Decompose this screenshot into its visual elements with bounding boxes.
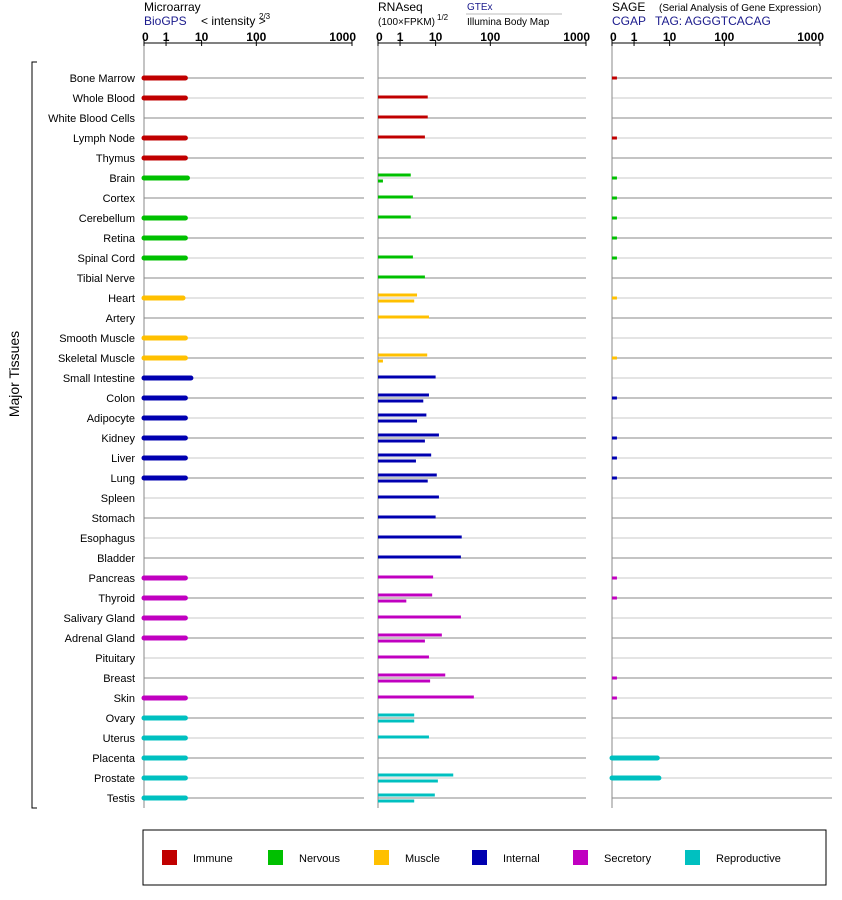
major-tissues-label: Major Tissues [6,331,22,417]
legend-label-secretory: Secretory [604,853,652,865]
legend-label-nervous: Nervous [299,853,340,865]
sage-tick-label-1000: 1000 [797,30,824,44]
tissue-label-skeletal-muscle: Skeletal Muscle [58,353,135,365]
tissue-label-bone-marrow: Bone Marrow [70,73,135,85]
tissue-label-adipocyte: Adipocyte [87,413,135,425]
tissue-label-cerebellum: Cerebellum [79,213,135,225]
tissue-label-small-intestine: Small Intestine [63,373,135,385]
rnaseq-tick-label-1000: 1000 [563,30,590,44]
legend-label-internal: Internal [503,853,540,865]
tissue-label-brain: Brain [109,173,135,185]
legend-label-reproductive: Reproductive [716,853,781,865]
tissue-label-pancreas: Pancreas [89,573,136,585]
sage-title: SAGE [612,0,645,14]
microarray-tick-label-1: 1 [163,30,170,44]
row-grid [144,77,832,799]
tissue-label-lung: Lung [111,473,135,485]
sage-tick-label-0: 0 [610,30,617,44]
sage-subtitle: (Serial Analysis of Gene Expression) [659,3,821,14]
microarray-tick-label-100: 100 [246,30,266,44]
rnaseq-exponent: 1/2 [437,13,449,22]
legend-swatch-reproductive [685,850,700,865]
microarray-title: Microarray [144,0,201,14]
rnaseq-source-link-1: GTEx [467,2,493,13]
tissue-label-uterus: Uterus [103,733,136,745]
tissue-label-esophagus: Esophagus [80,533,136,545]
tissue-label-whole-blood: Whole Blood [73,93,135,105]
rnaseq-title: RNAseq [378,0,423,14]
sage-tick-label-1: 1 [631,30,638,44]
sage-tick-label-100: 100 [714,30,734,44]
rnaseq-tick-label-1: 1 [397,30,404,44]
tissue-label-artery: Artery [106,313,136,325]
tissue-label-liver: Liver [111,453,135,465]
sage-source-link-1: CGAP [612,14,646,28]
tissue-label-kidney: Kidney [101,433,135,445]
tissue-label-colon: Colon [106,393,135,405]
tissue-labels: Bone Marrow Whole Blood White Blood Cells L… [48,73,136,805]
tissue-label-lymph-node: Lymph Node [73,133,135,145]
tissue-label-pituitary: Pituitary [95,653,135,665]
legend-label-muscle: Muscle [405,853,440,865]
sage-source-link-2: TAG: AGGGTCACAG [655,14,771,28]
sage-tick-label-10: 10 [663,30,677,44]
microarray-tick-label-1000: 1000 [329,30,356,44]
rnaseq-tick-label-0: 0 [376,30,383,44]
tissue-label-smooth-muscle: Smooth Muscle [59,333,135,345]
legend-swatch-immune [162,850,177,865]
tissue-label-salivary-gland: Salivary Gland [63,613,135,625]
tissue-label-breast: Breast [103,673,135,685]
tissue-label-tibial-nerve: Tibial Nerve [77,273,135,285]
tissue-label-adrenal-gland: Adrenal Gland [65,633,135,645]
legend-swatch-secretory [573,850,588,865]
major-tissues-bracket: Major Tissues [6,61,37,809]
legend-swatch-internal [472,850,487,865]
tissue-label-skin: Skin [114,693,135,705]
tissue-label-cortex: Cortex [103,193,136,205]
rnaseq-subtitle: (100×FPKM) [378,17,435,28]
tissue-label-retina: Retina [103,233,136,245]
bracket-line [31,61,37,809]
microarray-tick-label-10: 10 [195,30,209,44]
tissue-label-spleen: Spleen [101,493,135,505]
rnaseq-source-link-2: Illumina Body Map [467,17,550,28]
tissue-label-heart: Heart [108,293,135,305]
panel-axes: 0 1 10 100 1000 0 1 10 100 1000 0 1 10 100 1000 [142,30,824,808]
tissue-label-spinal-cord: Spinal Cord [78,253,135,265]
tissue-label-ovary: Ovary [106,713,136,725]
rnaseq-tick-label-10: 10 [429,30,443,44]
rnaseq-tick-label-100: 100 [480,30,500,44]
tissue-label-testis: Testis [107,793,136,805]
microarray-tick-label-0: 0 [142,30,149,44]
legend-swatch-muscle [374,850,389,865]
tissue-label-thymus: Thymus [96,153,136,165]
legend-label-immune: Immune [193,853,233,865]
tissue-label-stomach: Stomach [92,513,135,525]
microarray-exponent: 2/3 [259,12,271,21]
expression-bars [141,75,662,803]
legend-swatch-nervous [268,850,283,865]
tissue-label-white-blood-cells: White Blood Cells [48,113,135,125]
microarray-source-link: BioGPS [144,14,187,28]
tissue-label-placenta: Placenta [92,753,136,765]
tissue-label-thyroid: Thyroid [98,593,135,605]
legend: Immune Nervous Muscle Internal Secretory Repr… [142,829,827,886]
microarray-subtitle: < intensity > [201,14,266,28]
tissue-label-bladder: Bladder [97,553,135,565]
tissue-label-prostate: Prostate [94,773,135,785]
